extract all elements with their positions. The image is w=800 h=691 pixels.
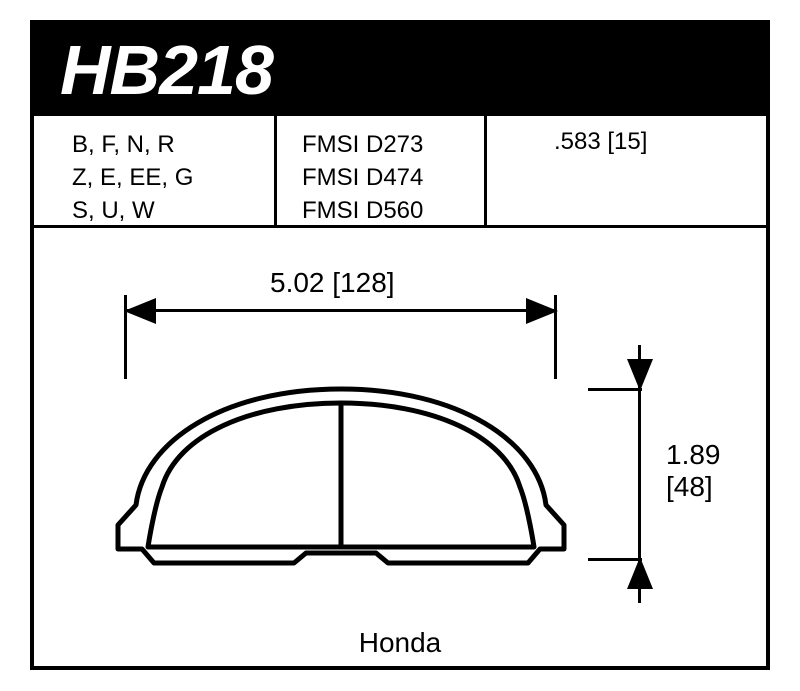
title-band: HB218 — [34, 24, 766, 116]
spec-frame: HB218 B, F, N, R Z, E, EE, G S, U, W FMS… — [30, 20, 770, 670]
codes-line: Z, E, EE, G — [72, 161, 193, 194]
arrow-up-icon — [627, 557, 653, 589]
divider — [484, 116, 487, 228]
extension-line — [554, 295, 557, 379]
brake-pad-outline — [108, 377, 574, 577]
divider — [274, 116, 277, 228]
height-dimension-label: 1.89 [48] — [666, 439, 721, 503]
spec-row: B, F, N, R Z, E, EE, G S, U, W FMSI D273… — [34, 116, 766, 228]
arrow-down-icon — [627, 359, 653, 391]
fmsi-line: FMSI D560 — [302, 194, 423, 227]
brand-label: Honda — [34, 627, 766, 659]
fmsi-codes: FMSI D273 FMSI D474 FMSI D560 — [302, 128, 423, 227]
codes-line: S, U, W — [72, 194, 193, 227]
height-inches: 1.89 — [666, 439, 721, 471]
fmsi-line: FMSI D474 — [302, 161, 423, 194]
extension-line — [124, 295, 127, 379]
compound-codes: B, F, N, R Z, E, EE, G S, U, W — [72, 128, 193, 227]
width-dimension-label: 5.02 [128] — [270, 267, 395, 299]
codes-line: B, F, N, R — [72, 128, 193, 161]
fmsi-line: FMSI D273 — [302, 128, 423, 161]
height-mm: [48] — [666, 471, 721, 503]
thickness-value: .583 [15] — [554, 128, 647, 156]
diagram-area: 5.02 [128] 1.89 [48] Honda — [34, 231, 766, 671]
width-dim-line — [126, 309, 556, 312]
part-number: HB218 — [60, 30, 273, 110]
